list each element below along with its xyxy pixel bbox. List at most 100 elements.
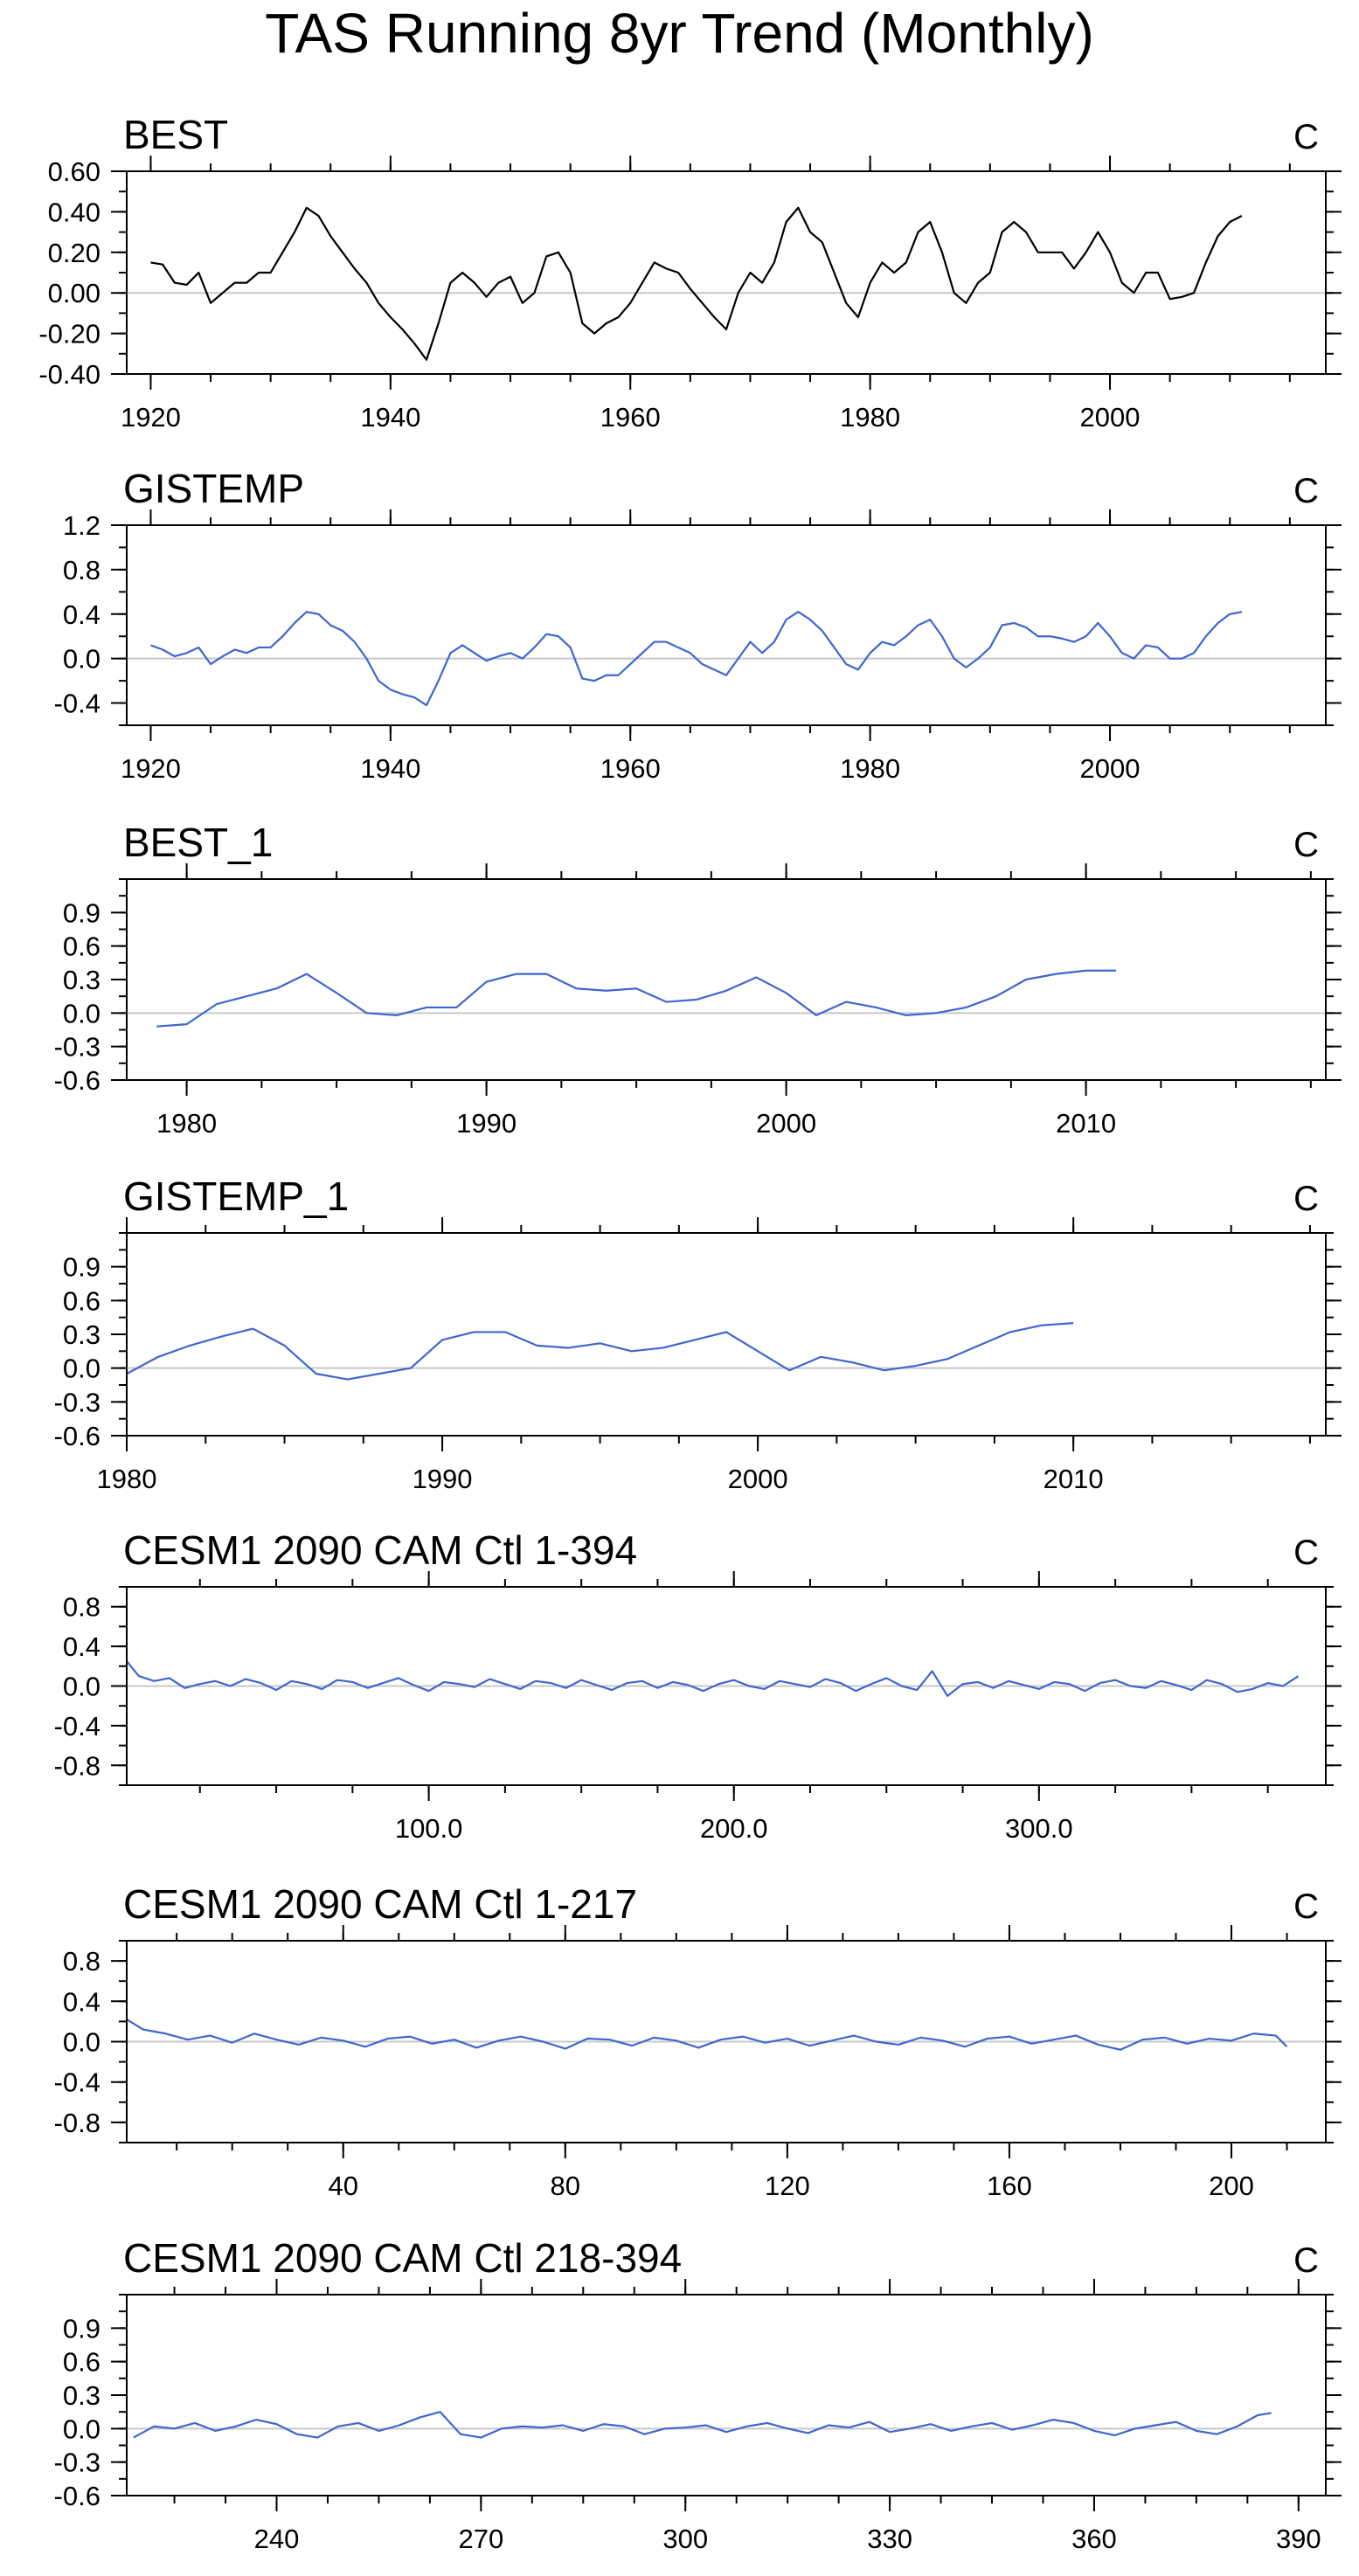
plot-frame: [126, 524, 1327, 726]
x-tick-label: 1940: [360, 753, 420, 784]
panel-title: CESM1 2090 CAM Ctl 1-217: [123, 1881, 637, 1927]
x-tick-label: 1990: [413, 1464, 473, 1494]
y-tick-label: 0.9: [63, 2313, 101, 2344]
x-tick-label: 2000: [728, 1464, 788, 1494]
chart-panel-4: 1980 1990 2000 2010 -0.6 -0.30.0 0.30.60.9 GIST…: [54, 1174, 1342, 1494]
x-tick-label: 2000: [1080, 753, 1141, 784]
x-tick-label: 300: [662, 2524, 708, 2554]
y-tick-label: 0.9: [63, 1252, 101, 1283]
series-line-1: [150, 611, 1243, 707]
units-label: C: [1293, 2241, 1319, 2280]
panel-title: CESM1 2090 CAM Ctl 218-394: [123, 2235, 682, 2281]
x-tick-label: 1980: [97, 1464, 157, 1494]
y-tick-label: -0.6: [54, 1421, 101, 1451]
x-tick-label: 200.0: [700, 1813, 768, 1844]
panel-title: CESM1 2090 CAM Ctl 1-394: [123, 1527, 637, 1573]
x-tick-label: 80: [551, 2171, 580, 2201]
y-tick-label: 0.40: [48, 197, 101, 227]
x-tick-label: 1960: [600, 402, 661, 433]
units-label: C: [1293, 1180, 1319, 1218]
panel-title: GISTEMP: [123, 466, 304, 511]
units-label: C: [1293, 1887, 1319, 1926]
units-label: C: [1293, 826, 1319, 864]
series-line-1: [126, 1660, 1300, 1697]
x-tick-label: 300.0: [1005, 1813, 1073, 1844]
y-tick-label: -0.40: [38, 359, 101, 390]
figure-title: TAS Running 8yr Trend (Monthly): [265, 2, 1094, 65]
y-tick-label: 0.0: [63, 1672, 101, 1702]
y-tick-label: -0.4: [54, 2067, 101, 2098]
x-tick-label: 2010: [1056, 1108, 1116, 1139]
y-tick-label: 0.0: [63, 644, 101, 675]
panel-title: GISTEMP_1: [123, 1174, 349, 1219]
y-tick-label: 0.9: [63, 897, 101, 928]
plot-frame: [126, 170, 1327, 375]
units-label: C: [1293, 472, 1319, 510]
panel-title: BEST_1: [123, 820, 273, 865]
plot-frame: [126, 878, 1327, 1081]
y-tick-label: 0.8: [63, 555, 101, 585]
y-tick-label: 0.60: [48, 156, 101, 187]
chart-panel-3: 1980 1990 2000 2010 -0.6-0.3 0.00.30.60.9 BEST…: [54, 820, 1342, 1139]
series-line-1: [126, 2019, 1288, 2051]
x-tick-label: 1980: [156, 1108, 217, 1139]
chart-panel-5: 100.0 200.0 300.0 -0.8 -0.4 0.0 0.4 0.8 CESM1 20…: [54, 1527, 1342, 1844]
x-tick-label: 100.0: [395, 1813, 463, 1844]
x-tick-label: 1920: [121, 753, 181, 784]
series-line-1: [150, 206, 1243, 361]
x-tick-label: 2010: [1044, 1464, 1104, 1494]
y-tick-label: 0.6: [63, 1285, 101, 1316]
x-tick-label: 330: [867, 2524, 912, 2554]
y-tick-label: 0.8: [63, 1592, 101, 1623]
y-tick-label: 1.2: [63, 510, 101, 541]
y-tick-label: 0.8: [63, 1946, 101, 1977]
y-tick-label: 0.0: [63, 2027, 101, 2058]
y-tick-label: -0.8: [54, 2108, 101, 2138]
plot-frame: [126, 1940, 1327, 2143]
y-tick-label: -0.6: [54, 2481, 101, 2511]
y-tick-label: -0.4: [54, 689, 101, 719]
y-tick-label: 0.20: [48, 238, 101, 268]
series-line-1: [156, 969, 1116, 1028]
chart-panel-6: 40 80 120 160 200 -0.8 -0.4 0.0 0.4 0.8 CESM1 2090…: [54, 1881, 1342, 2201]
y-tick-label: 0.3: [63, 1319, 101, 1350]
panel-title: BEST: [123, 112, 228, 157]
y-tick-label: -0.3: [54, 2448, 101, 2478]
series-line-1: [126, 1322, 1074, 1381]
chart-panel-2: 1920 1940 1960 1980 2000 -0.4 0.0 0.4 0.8 1.2 GIST…: [54, 466, 1342, 784]
y-tick-label: -0.3: [54, 1032, 101, 1063]
y-tick-label: 0.00: [48, 278, 101, 308]
units-label: C: [1293, 118, 1319, 156]
chart-panel-7: 240 270 300 330 360 390 -0.6-0.3 0.00.30.60.9 CE…: [54, 2235, 1342, 2554]
y-tick-label: 0.0: [63, 1354, 101, 1384]
x-tick-label: 390: [1276, 2524, 1321, 2554]
plot-frame: [126, 2294, 1327, 2496]
x-tick-label: 1920: [121, 402, 181, 433]
y-tick-label: 0.4: [63, 1986, 101, 2017]
y-tick-label: 0.3: [63, 2380, 101, 2411]
chart-panel-1: 1920 1940 1960 1980 2000 -0.40 -0.20 0.00 0.20 0.…: [38, 112, 1342, 433]
series-line-1: [133, 2411, 1272, 2439]
x-tick-label: 1980: [840, 753, 900, 784]
y-tick-label: -0.3: [54, 1387, 101, 1417]
y-tick-label: 0.3: [63, 965, 101, 995]
y-tick-label: -0.20: [38, 319, 101, 350]
x-tick-label: 1960: [600, 753, 661, 784]
x-tick-label: 2000: [756, 1108, 816, 1139]
x-tick-label: 1940: [360, 402, 420, 433]
y-tick-label: 0.0: [63, 2413, 101, 2444]
x-tick-label: 270: [458, 2524, 503, 2554]
y-tick-label: 0.0: [63, 998, 101, 1028]
y-tick-label: -0.6: [54, 1065, 101, 1096]
units-label: C: [1293, 1534, 1319, 1572]
y-tick-label: 0.4: [63, 1631, 101, 1662]
x-tick-label: 120: [765, 2171, 810, 2201]
x-tick-label: 2000: [1080, 402, 1141, 433]
plot-frame: [126, 1586, 1327, 1786]
x-tick-label: 200: [1209, 2171, 1254, 2201]
x-tick-label: 160: [987, 2171, 1032, 2201]
x-tick-label: 1990: [456, 1108, 517, 1139]
y-tick-label: 0.4: [63, 599, 101, 630]
